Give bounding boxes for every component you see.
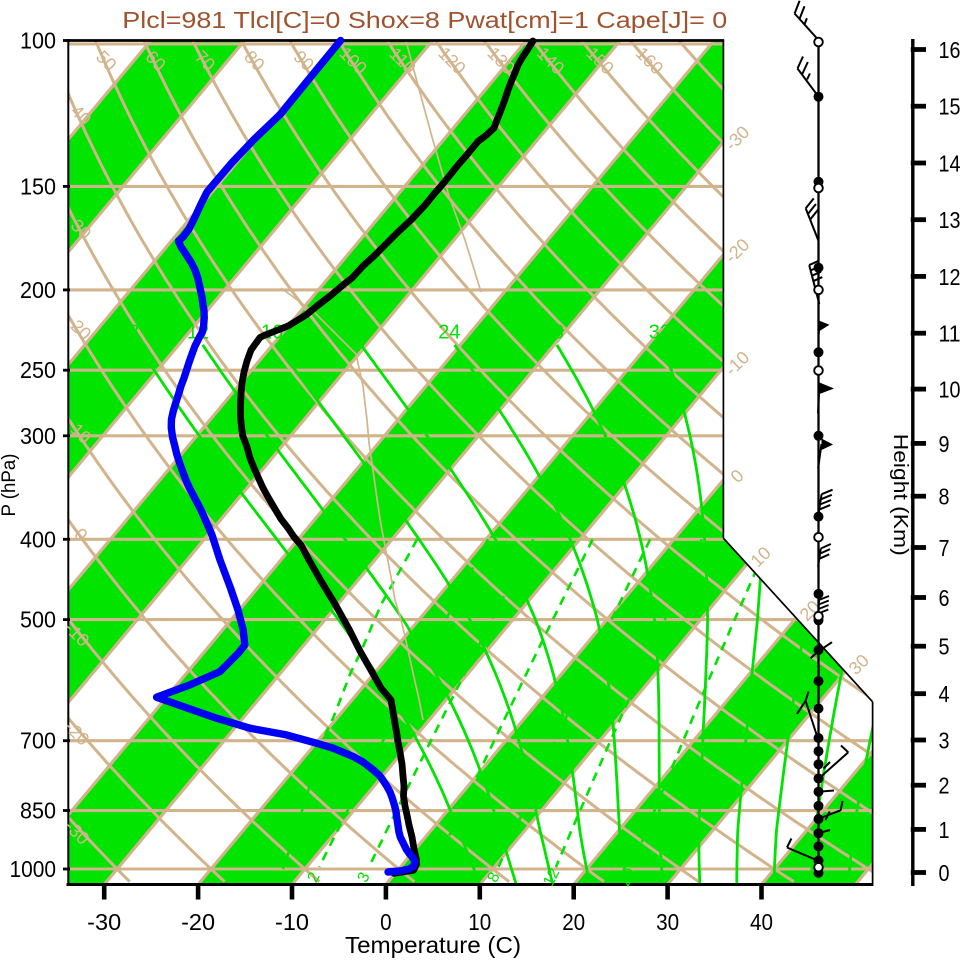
svg-text:12: 12 [939,264,961,290]
svg-text:400: 400 [20,526,56,552]
svg-text:Temperature (C): Temperature (C) [345,932,521,958]
svg-text:8: 8 [939,484,950,510]
svg-text:13: 13 [939,207,961,233]
svg-text:40: 40 [750,909,773,935]
svg-text:11: 11 [939,321,961,347]
svg-text:3: 3 [939,728,950,754]
svg-text:6: 6 [939,585,950,611]
svg-text:100: 100 [20,28,56,54]
svg-text:Plcl=981 Tlcl[C]=0 Shox=8 Pwat: Plcl=981 Tlcl[C]=0 Shox=8 Pwat[cm]=1 Cap… [122,7,727,33]
svg-text:1: 1 [939,817,950,843]
svg-text:5: 5 [939,634,950,660]
svg-text:10: 10 [939,377,961,403]
svg-text:20: 20 [344,322,366,344]
svg-text:150: 150 [20,173,56,199]
svg-text:9: 9 [939,431,950,457]
svg-text:32: 32 [649,322,671,344]
svg-text:8: 8 [128,322,139,344]
svg-text:4: 4 [939,681,950,707]
svg-text:-10: -10 [275,909,309,935]
svg-text:16: 16 [939,37,961,63]
svg-text:850: 850 [20,798,56,824]
svg-text:15: 15 [939,94,961,120]
svg-text:-20: -20 [181,909,215,935]
svg-text:30: 30 [656,909,679,935]
svg-text:28: 28 [542,322,564,344]
svg-text:250: 250 [20,357,56,383]
svg-text:200: 200 [20,277,56,303]
svg-text:7: 7 [939,535,950,561]
svg-text:-30: -30 [87,909,121,935]
svg-text:500: 500 [20,607,56,633]
svg-text:P (hPa): P (hPa) [0,454,20,517]
svg-text:14: 14 [939,151,961,177]
svg-text:2: 2 [939,773,950,799]
svg-text:1000: 1000 [10,856,57,882]
svg-text:24: 24 [438,322,460,344]
svg-text:700: 700 [20,728,56,754]
svg-text:Height (Km): Height (Km) [889,434,911,556]
svg-text:20: 20 [562,909,585,935]
svg-text:300: 300 [20,423,56,449]
svg-text:0: 0 [939,860,950,886]
